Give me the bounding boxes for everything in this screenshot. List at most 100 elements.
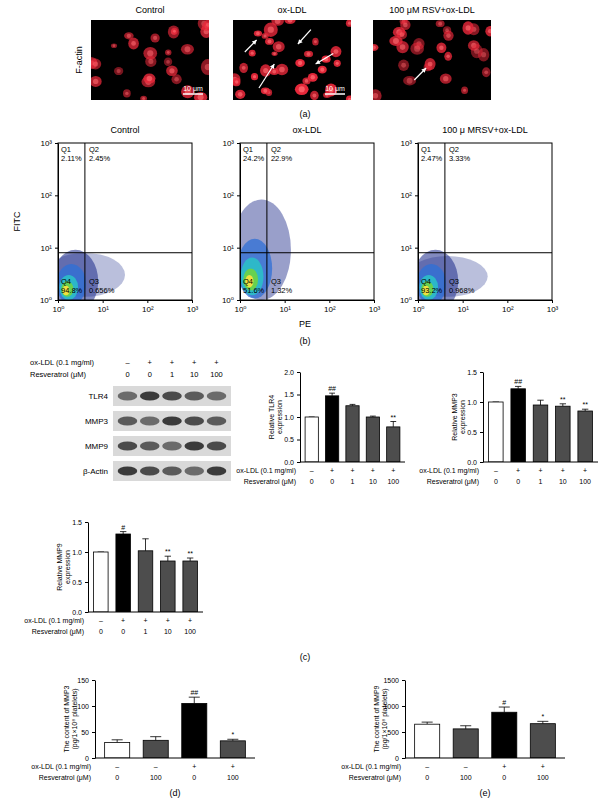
tick-label: 10⁰ bbox=[52, 305, 64, 314]
bar bbox=[387, 427, 400, 462]
condition-value: 0 bbox=[494, 478, 498, 485]
cell bbox=[249, 50, 256, 57]
x-axis-line bbox=[59, 300, 193, 301]
blot-strip bbox=[113, 386, 231, 406]
condition-value: 0 bbox=[121, 628, 125, 635]
cell-core bbox=[142, 97, 145, 100]
tick-label: 100 bbox=[77, 703, 89, 710]
error-cap bbox=[370, 416, 376, 417]
error-cap bbox=[189, 697, 200, 698]
quadrant-name: Q1 bbox=[421, 145, 431, 154]
significance-mark: ## bbox=[190, 689, 198, 696]
panel-label: (d) bbox=[170, 788, 181, 798]
error-bar bbox=[504, 707, 505, 712]
bar bbox=[94, 552, 109, 612]
quadrant-name: Q3 bbox=[449, 277, 459, 286]
cell-core bbox=[446, 55, 449, 58]
blot-band bbox=[207, 442, 227, 451]
cell-core bbox=[93, 79, 98, 84]
tick-label: 10³ bbox=[369, 305, 381, 314]
cell-core bbox=[320, 68, 324, 72]
cell-core bbox=[299, 86, 305, 92]
cell bbox=[273, 41, 285, 52]
cell-core bbox=[268, 27, 274, 33]
cell-core bbox=[348, 22, 351, 25]
cell bbox=[233, 73, 240, 85]
band-label: β-Actin bbox=[83, 467, 108, 476]
cell-core bbox=[127, 34, 131, 38]
condition-value: 10 bbox=[369, 478, 377, 485]
tick-label: 10⁰ bbox=[400, 296, 412, 305]
tick-mark bbox=[58, 300, 59, 303]
cell bbox=[171, 28, 178, 35]
error-cap bbox=[460, 725, 471, 726]
cell-core bbox=[463, 89, 466, 92]
y-axis-tick: 1.5 bbox=[467, 369, 483, 376]
cell-core bbox=[298, 61, 302, 65]
row-label: F-actin bbox=[74, 46, 84, 74]
tick-label: 10¹ bbox=[97, 305, 109, 314]
tick-label: 2.0 bbox=[284, 369, 294, 376]
x-axis-line bbox=[241, 300, 375, 301]
error-bar bbox=[393, 422, 394, 427]
blot-band bbox=[207, 392, 227, 401]
tick-label: 10² bbox=[502, 305, 514, 314]
blot-band bbox=[162, 417, 182, 426]
condition-value: + bbox=[166, 617, 170, 624]
condition-value: + bbox=[192, 763, 196, 770]
condition-value: 1 bbox=[351, 478, 355, 485]
error-cap bbox=[112, 739, 123, 740]
plot-frame bbox=[58, 143, 192, 300]
bar bbox=[556, 406, 571, 462]
condition-value: 100 bbox=[537, 774, 549, 781]
tick-label: 10³ bbox=[187, 305, 199, 314]
bar bbox=[492, 712, 517, 758]
tick-mark bbox=[552, 300, 553, 303]
condition-value: 0 bbox=[425, 774, 429, 781]
tick-label: 10⁰ bbox=[234, 305, 246, 314]
density-cloud bbox=[418, 264, 446, 300]
error-cap bbox=[120, 531, 126, 532]
condition-value: 100 bbox=[387, 478, 399, 485]
quadrant-value: 0.968% bbox=[449, 286, 475, 295]
scale-bar bbox=[183, 93, 203, 95]
y-axis-title: The content of MMP3 bbox=[63, 685, 70, 752]
tick-mark bbox=[147, 300, 148, 303]
blot-band bbox=[118, 467, 138, 476]
cell-core bbox=[311, 75, 315, 79]
arrow-head bbox=[421, 68, 426, 73]
y-axis-tick: 1.0 bbox=[284, 414, 300, 421]
y-axis-title: Relative MMP3 bbox=[451, 393, 458, 441]
cell-core bbox=[439, 45, 443, 49]
cell bbox=[239, 63, 248, 73]
bar bbox=[183, 561, 198, 612]
bar bbox=[415, 724, 440, 758]
cell bbox=[168, 25, 180, 38]
error-cap bbox=[390, 421, 396, 422]
cell bbox=[471, 44, 483, 58]
tick-mark bbox=[103, 300, 104, 303]
y-axis-line bbox=[405, 681, 406, 759]
y-axis-title: expression bbox=[276, 400, 284, 434]
tick-label: 10² bbox=[142, 305, 154, 314]
error-cap bbox=[515, 386, 521, 387]
blot-band bbox=[162, 442, 182, 451]
cell-core bbox=[445, 28, 449, 32]
bar bbox=[116, 534, 131, 612]
quadrant-value: 1.32% bbox=[271, 286, 293, 295]
cell-core bbox=[167, 51, 170, 54]
panel-label: (e) bbox=[480, 788, 491, 798]
y-axis-tick: 0.0 bbox=[467, 459, 483, 466]
scale-bar bbox=[325, 93, 345, 95]
y-axis-line bbox=[240, 144, 241, 301]
blot-strip bbox=[113, 436, 231, 456]
tick-mark bbox=[480, 372, 483, 373]
y-axis-title: Relative TLR4 bbox=[268, 395, 275, 439]
y-axis-title: FITC bbox=[12, 211, 22, 231]
condition-value: 10 bbox=[559, 478, 567, 485]
cell-core bbox=[373, 93, 378, 99]
column-label: 100 μM RSV+ox-LDL bbox=[389, 5, 474, 15]
x-axis-tick: 10¹ bbox=[457, 300, 469, 314]
quadrant-value: 24.2% bbox=[243, 154, 265, 163]
x-axis-line bbox=[483, 462, 598, 463]
